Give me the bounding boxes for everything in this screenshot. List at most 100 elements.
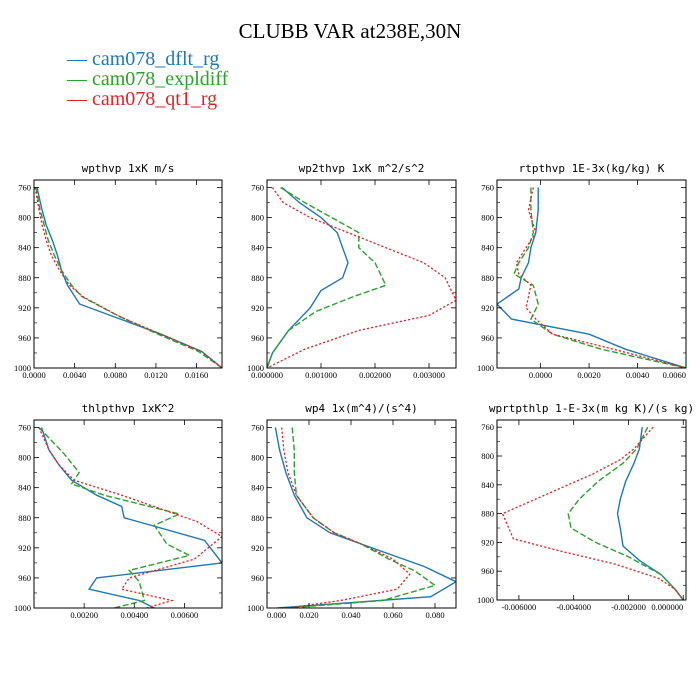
legend-label-expldiff: cam078_expldiff xyxy=(92,68,229,90)
panel-3: rtpthvp 1E-3x(kg/kg) K 760 800 840 880 920 960… xyxy=(477,162,687,380)
y-tick-label: 1000 xyxy=(247,603,264,613)
panel-title: thlpthvp 1xK^2 xyxy=(82,402,175,415)
y-tick-label: 920 xyxy=(251,303,264,313)
y-tick-label: 1000 xyxy=(247,363,264,373)
y-tick-label: 880 xyxy=(251,273,264,283)
x-tick-label: 0.060 xyxy=(383,610,402,620)
x-tick-label: 0.001000 xyxy=(305,370,337,380)
y-tick-label: 960 xyxy=(18,333,31,343)
series-line-1 xyxy=(497,187,686,368)
y-tick-label: 800 xyxy=(18,213,31,223)
y-tick-label: 1000 xyxy=(477,363,494,373)
y-tick-label: 800 xyxy=(251,213,264,223)
y-tick-label: 800 xyxy=(481,213,494,223)
x-tick-label: 0.0000 xyxy=(529,370,552,380)
series-group xyxy=(497,187,686,368)
x-tick-label: 0.0120 xyxy=(144,370,167,380)
y-tick-label: 840 xyxy=(18,483,31,493)
x-tick-label: 0.00200 xyxy=(70,610,98,620)
series-line-2 xyxy=(267,186,387,368)
y-tick-label: 1000 xyxy=(14,363,31,373)
legend-swatch-expldiff: — xyxy=(67,68,87,90)
y-tick-label: 960 xyxy=(481,566,494,576)
y-tick-label: 920 xyxy=(18,303,31,313)
y-tick-label: 880 xyxy=(251,513,264,523)
legend-swatch-dflt: — xyxy=(67,48,87,70)
y-tick-label: 840 xyxy=(481,243,494,253)
x-tick-label: 0.040 xyxy=(341,610,360,620)
legend-label-qt1: cam078_qt1_rg xyxy=(92,88,218,110)
panel-5: wp4 1x(m^4)/(s^4)76080084088092096010000… xyxy=(247,402,457,620)
x-tick-label: 0.080 xyxy=(425,610,444,620)
y-tick-label: 880 xyxy=(18,273,31,283)
y-tick-label: 920 xyxy=(481,303,494,313)
legend-swatch-qt1: — xyxy=(67,88,87,110)
x-tick-label: 0.0040 xyxy=(626,370,649,380)
y-tick-label: 760 xyxy=(481,422,494,432)
series-line-2 xyxy=(38,427,192,608)
series-group xyxy=(501,426,684,600)
legend-item-dflt: — cam078_dflt_rg xyxy=(67,48,219,70)
panel-6: wprtpthlp 1-E-3x(m kg K)/(s kg) 760 800 840… xyxy=(477,402,694,612)
series-group xyxy=(267,186,456,368)
legend-item-expldiff: — cam078_expldiff xyxy=(67,68,228,90)
y-tick-label: 840 xyxy=(481,480,494,490)
panel-title: wp2thvp 1xK m^2/s^2 xyxy=(299,162,425,175)
y-tick-label: 880 xyxy=(18,513,31,523)
y-tick-label: 960 xyxy=(481,333,494,343)
series-line-3 xyxy=(515,187,686,368)
y-tick-label: 1000 xyxy=(477,595,494,605)
plot-frame xyxy=(33,179,223,369)
y-tick-label: 920 xyxy=(18,543,31,553)
series-group xyxy=(38,427,222,608)
panel-2: wp2thvp 1xK m^2/s^2 760 800 840 880 920 960 100… xyxy=(247,162,457,380)
x-tick-label: 0.0020 xyxy=(577,370,600,380)
x-tick-label: 0.000000 xyxy=(251,370,283,380)
y-tick-label: 880 xyxy=(481,273,494,283)
x-tick-label: 0.0060 xyxy=(663,370,686,380)
x-tick-label: 0.00600 xyxy=(171,610,199,620)
x-tick-label: 0.0160 xyxy=(185,370,208,380)
series-line-2 xyxy=(35,187,222,368)
x-tick-label: -0.006000 xyxy=(502,602,537,612)
plot-frame xyxy=(266,179,457,369)
y-tick-label: 960 xyxy=(251,573,264,583)
y-tick-label: 760 xyxy=(481,183,494,193)
panel-title: wpthvp 1xK m/s xyxy=(82,162,175,175)
x-tick-label: -0.004000 xyxy=(556,602,591,612)
series-line-1 xyxy=(274,427,456,608)
series-line-1 xyxy=(267,186,349,368)
y-tick-label: 800 xyxy=(251,453,264,463)
y-tick-label: 920 xyxy=(251,543,264,553)
series-line-3 xyxy=(267,187,456,368)
y-tick-label: 840 xyxy=(18,243,31,253)
y-tick-label: 800 xyxy=(481,451,494,461)
series-line-3 xyxy=(281,427,411,608)
panel-title: wprtpthlp 1-E-3x(m kg K)/(s kg) xyxy=(489,402,694,415)
y-tick-label: 840 xyxy=(251,243,264,253)
series-group xyxy=(34,187,222,368)
y-tick-label: 920 xyxy=(481,537,494,547)
series-line-1 xyxy=(36,187,222,368)
panel-title: rtpthvp 1E-3x(kg/kg) K xyxy=(519,162,665,175)
y-tick-label: 880 xyxy=(481,509,494,519)
x-tick-label: 0.0040 xyxy=(63,370,86,380)
y-tick-label: 1000 xyxy=(14,603,31,613)
plot-frame xyxy=(496,179,687,369)
x-tick-label: -0.002000 xyxy=(611,602,646,612)
y-tick-label: 800 xyxy=(18,453,31,463)
y-tick-label: 760 xyxy=(18,423,31,433)
series-line-1 xyxy=(616,427,684,600)
panel-1: wpthvp 1xK m/s76080084088092096010000.00… xyxy=(14,162,223,380)
series-line-1 xyxy=(40,427,222,608)
x-tick-label: 0.000 xyxy=(267,610,286,620)
x-tick-label: 0.0080 xyxy=(104,370,127,380)
series-line-3 xyxy=(38,427,222,608)
plot-frame xyxy=(496,419,687,601)
y-tick-label: 840 xyxy=(251,483,264,493)
y-tick-label: 760 xyxy=(251,423,264,433)
figure-title: CLUBB VAR at238E,30N xyxy=(238,19,462,43)
panel-title: wp4 1x(m^4)/(s^4) xyxy=(305,402,418,415)
y-tick-label: 960 xyxy=(251,333,264,343)
